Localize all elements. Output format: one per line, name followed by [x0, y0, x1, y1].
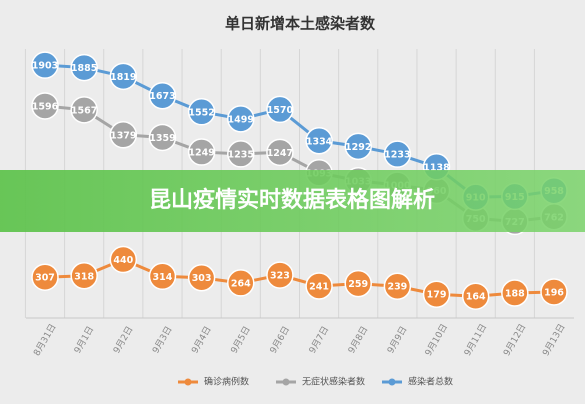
data-label: 1292: [345, 142, 371, 153]
data-point: [305, 127, 333, 155]
data-point: [227, 105, 255, 133]
legend-item: 无症状感染者数: [276, 376, 365, 388]
data-point: [31, 51, 59, 79]
data-label: 1249: [188, 148, 214, 159]
data-point: [227, 140, 255, 168]
legend-marker: [282, 378, 290, 386]
legend-label: 确诊病例数: [204, 376, 249, 388]
data-label: 1819: [110, 72, 136, 83]
legend-item: 感染者总数: [382, 376, 453, 388]
data-point: [305, 272, 333, 300]
data-label: 1885: [71, 63, 97, 74]
data-point: [109, 121, 138, 149]
data-label: 1567: [71, 105, 97, 116]
data-point: [422, 280, 451, 308]
data-point: [227, 269, 255, 297]
data-label: 303: [192, 273, 212, 284]
data-label: 179: [427, 290, 447, 301]
data-label: 1233: [384, 150, 410, 161]
data-label: 1247: [267, 148, 293, 159]
data-point: [148, 123, 177, 152]
data-point: [501, 279, 529, 307]
data-point: [109, 245, 138, 274]
legend-item: 确诊病例数: [178, 376, 249, 388]
data-label: 1552: [188, 107, 214, 118]
data-point: [187, 98, 216, 126]
data-label: 1235: [228, 149, 254, 160]
data-label: 1379: [110, 130, 136, 141]
legend-marker: [184, 378, 192, 386]
data-point: [266, 95, 294, 124]
data-label: 1138: [423, 162, 450, 173]
data-point: [148, 81, 177, 110]
data-label: 440: [113, 255, 133, 266]
banner-text: 昆山疫情实时数据表格图解析: [149, 187, 435, 213]
data-label: 1499: [228, 114, 254, 125]
legend-marker: [388, 378, 396, 386]
legend-label: 无症状感染者数: [302, 376, 365, 388]
data-label: 1903: [32, 61, 58, 72]
data-label: 318: [74, 271, 94, 282]
data-point: [31, 263, 59, 291]
data-point: [187, 138, 216, 166]
data-label: 164: [466, 292, 486, 303]
banner: [0, 170, 585, 232]
data-point: [383, 140, 412, 168]
data-label: 1334: [306, 136, 333, 147]
legend-label: 感染者总数: [408, 376, 453, 388]
data-point: [70, 96, 98, 124]
data-label: 196: [544, 287, 564, 298]
data-label: 241: [309, 281, 329, 292]
data-point: [266, 261, 294, 289]
data-point: [461, 282, 490, 310]
data-label: 1570: [267, 105, 294, 116]
data-point: [383, 272, 412, 300]
data-label: 314: [153, 272, 173, 283]
data-label: 1673: [149, 91, 175, 102]
data-point: [70, 262, 98, 290]
data-label: 1359: [149, 133, 175, 144]
data-point: [31, 92, 59, 120]
data-label: 264: [231, 278, 251, 289]
chart-title: 单日新增本土感染者数: [225, 15, 376, 33]
data-point: [148, 262, 177, 291]
data-point: [344, 132, 372, 161]
data-point: [109, 62, 138, 91]
data-point: [187, 263, 216, 292]
data-label: 239: [387, 282, 407, 293]
data-label: 323: [270, 271, 290, 282]
data-point: [344, 269, 372, 298]
data-label: 259: [348, 279, 368, 290]
data-point: [540, 278, 568, 306]
data-label: 188: [505, 289, 525, 300]
data-label: 1596: [32, 101, 59, 112]
data-label: 307: [35, 273, 55, 284]
data-point: [266, 138, 294, 167]
data-point: [70, 53, 98, 82]
